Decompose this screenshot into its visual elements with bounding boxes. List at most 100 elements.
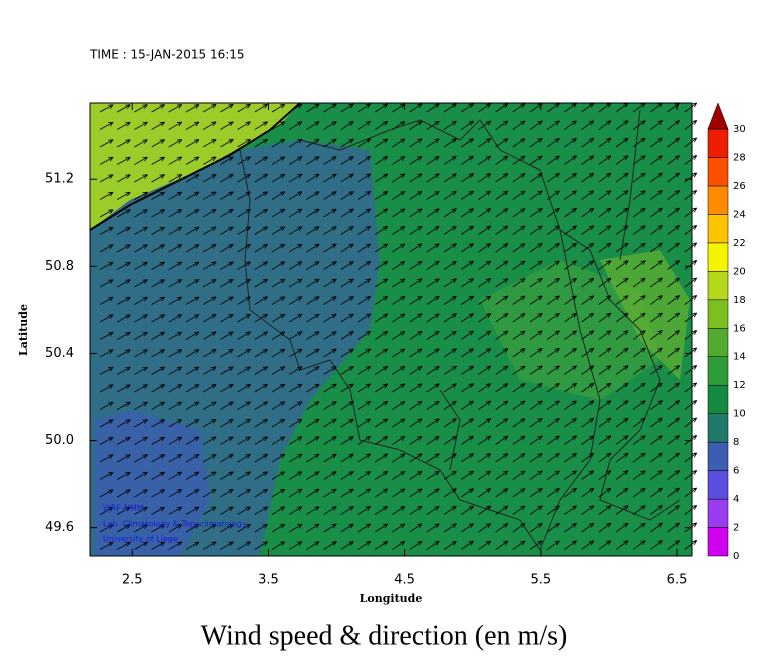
wind-arrow bbox=[306, 138, 320, 148]
wind-arrow bbox=[529, 190, 543, 200]
wind-arrow bbox=[288, 191, 303, 200]
wind-arrow bbox=[288, 488, 303, 498]
wind-arrow bbox=[306, 383, 320, 393]
wind-arrow bbox=[460, 243, 474, 253]
wind-arrow bbox=[392, 383, 406, 393]
wind-arrow bbox=[117, 489, 131, 498]
wind-arrow bbox=[615, 505, 629, 515]
wind-arrow bbox=[495, 418, 509, 428]
wind-arrow bbox=[684, 137, 698, 148]
wind-arrow bbox=[392, 243, 406, 253]
wind-arrow bbox=[185, 401, 200, 410]
wind-arrow bbox=[254, 453, 268, 463]
colorbar-extend bbox=[707, 102, 729, 130]
wind-arrow bbox=[323, 348, 337, 358]
wind-arrow bbox=[632, 120, 646, 130]
wind-arrow bbox=[168, 436, 183, 445]
wind-arrow bbox=[357, 261, 371, 270]
colorbar-label: 22 bbox=[733, 238, 746, 249]
wind-arrow bbox=[443, 365, 457, 375]
wind-arrow bbox=[581, 417, 595, 428]
wind-arrow bbox=[117, 191, 131, 200]
wind-arrow bbox=[564, 155, 577, 165]
wind-arrow bbox=[495, 400, 509, 410]
wind-arrow bbox=[667, 312, 680, 323]
wind-arrow bbox=[220, 488, 234, 498]
wind-arrow bbox=[581, 487, 595, 498]
wind-arrow bbox=[512, 435, 526, 445]
wind-arrow bbox=[306, 208, 320, 218]
wind-arrow bbox=[650, 225, 663, 235]
wind-arrow bbox=[409, 138, 423, 148]
wind-arrow bbox=[684, 382, 698, 393]
wind-arrow bbox=[667, 382, 680, 393]
wind-arrow bbox=[202, 331, 217, 340]
wind-arrow bbox=[598, 137, 612, 148]
wind-arrow bbox=[581, 312, 595, 323]
wind-arrow bbox=[684, 470, 698, 480]
wind-arrow bbox=[615, 260, 629, 270]
wind-arrow bbox=[684, 400, 698, 410]
wind-arrow bbox=[202, 471, 217, 480]
wind-arrow bbox=[99, 489, 114, 498]
wind-arrow bbox=[185, 541, 200, 550]
wind-arrow bbox=[632, 400, 646, 410]
wind-arrow bbox=[220, 348, 234, 358]
wind-arrow bbox=[495, 138, 509, 148]
wind-arrow bbox=[615, 120, 629, 130]
wind-arrow bbox=[340, 138, 354, 148]
wind-arrow bbox=[202, 209, 217, 218]
wind-arrow bbox=[306, 103, 320, 113]
wind-arrow bbox=[478, 103, 492, 113]
wind-arrow bbox=[546, 417, 560, 428]
wind-arrow bbox=[99, 279, 114, 288]
wind-arrow bbox=[237, 208, 251, 218]
wind-arrow bbox=[254, 278, 268, 288]
wind-arrow bbox=[615, 295, 629, 305]
wind-arrow bbox=[650, 435, 663, 445]
wind-arrow bbox=[202, 226, 217, 235]
wind-arrow bbox=[564, 522, 577, 533]
wind-arrow bbox=[323, 506, 337, 515]
wind-arrow bbox=[254, 243, 268, 253]
wind-arrow bbox=[357, 523, 371, 533]
wind-arrow bbox=[546, 242, 560, 253]
wind-arrow bbox=[564, 400, 577, 410]
wind-arrow bbox=[254, 541, 268, 550]
wind-arrow bbox=[392, 453, 406, 463]
wind-arrow bbox=[426, 225, 440, 235]
wind-arrow bbox=[117, 121, 131, 130]
wind-arrow bbox=[632, 365, 646, 375]
wind-arrow bbox=[271, 471, 286, 480]
wind-arrow bbox=[409, 208, 423, 218]
wind-arrow bbox=[615, 435, 629, 445]
wind-arrow bbox=[460, 523, 474, 533]
wind-arrow bbox=[684, 155, 698, 165]
wind-arrow bbox=[512, 540, 526, 550]
wind-arrow bbox=[478, 540, 492, 550]
wind-arrow bbox=[288, 121, 303, 130]
wind-arrow bbox=[478, 383, 492, 393]
wind-arrow bbox=[392, 208, 406, 218]
wind-arrow bbox=[99, 139, 114, 148]
wind-arrow bbox=[478, 313, 492, 323]
wind-arrow bbox=[598, 435, 612, 445]
wind-arrow bbox=[581, 120, 595, 130]
wind-arrow bbox=[374, 208, 389, 218]
border bbox=[439, 389, 461, 471]
wind-arrow bbox=[546, 330, 560, 340]
wind-arrow bbox=[684, 365, 698, 375]
wind-arrow bbox=[357, 121, 371, 130]
wind-arrow bbox=[409, 120, 423, 130]
wind-arrow bbox=[151, 156, 165, 165]
wind-arrow bbox=[185, 139, 200, 148]
wind-arrow bbox=[546, 522, 560, 533]
x-tick-label: 6.5 bbox=[667, 573, 688, 588]
colorbar-segment bbox=[707, 271, 729, 301]
wind-arrow bbox=[495, 488, 509, 498]
wind-arrow bbox=[237, 523, 251, 533]
wind-arrow bbox=[598, 295, 612, 305]
wind-arrow bbox=[271, 523, 286, 533]
wind-arrow bbox=[392, 540, 406, 550]
wind-arrow bbox=[564, 295, 577, 305]
